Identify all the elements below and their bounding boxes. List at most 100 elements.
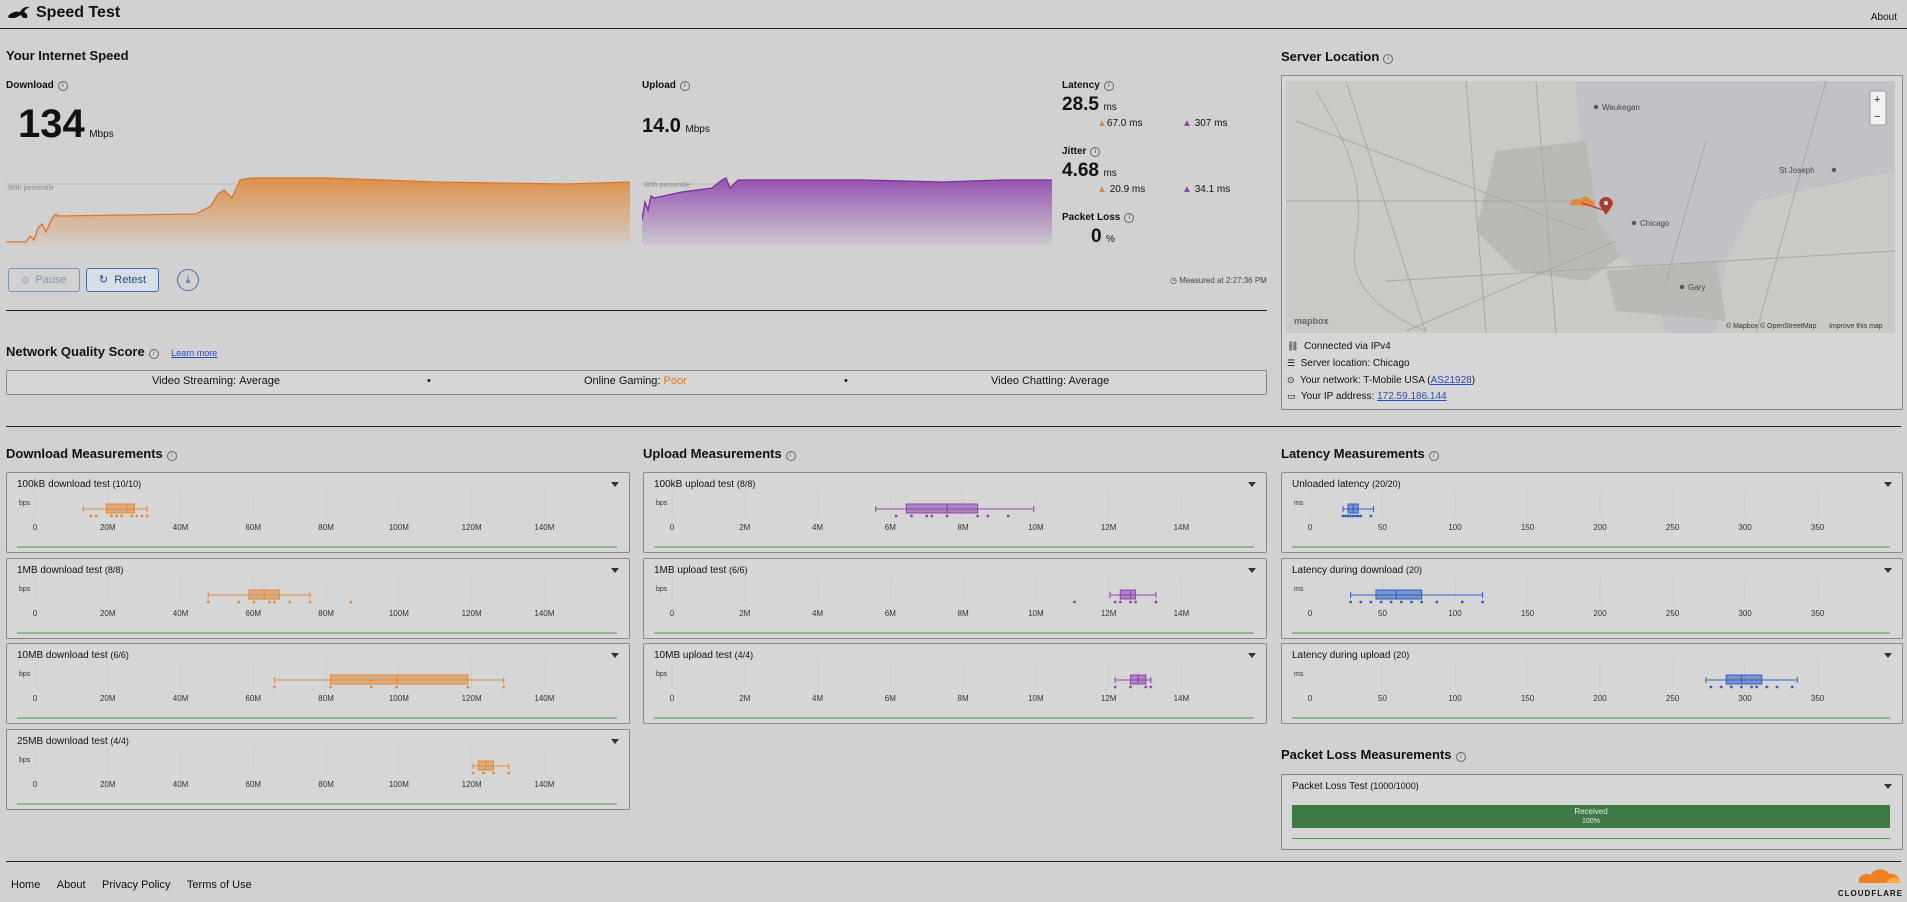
retest-button[interactable]: ↻ Retest: [86, 268, 159, 292]
internet-speed-heading: Your Internet Speed: [6, 48, 129, 63]
tick-label: 40M: [173, 780, 189, 789]
tick-label: 150: [1521, 694, 1535, 703]
expand-chevron-icon[interactable]: [1884, 568, 1892, 573]
sample-point: [349, 600, 353, 604]
tick-label: 0: [33, 694, 38, 703]
zoom-in-button[interactable]: +: [1874, 94, 1880, 106]
upload-arrow-icon: ▲: [1182, 118, 1192, 129]
sample-point: [1113, 685, 1117, 689]
sample-point: [492, 771, 495, 775]
packet-loss-measurements-heading: Packet Loss Measurements i: [1281, 746, 1466, 764]
sample-point: [1129, 600, 1132, 604]
box-plot: bps 0 2M 4M 6M 8M 10M 12M 14M: [654, 662, 1254, 719]
sample-point: [1790, 685, 1794, 689]
expand-chevron-icon[interactable]: [1884, 784, 1892, 789]
app-logo: [6, 5, 32, 21]
server-location-heading: Server Location i: [1281, 48, 1394, 66]
footer-privacy-link[interactable]: Privacy Policy: [102, 879, 171, 891]
sample-point: [273, 685, 276, 689]
tick-label: 10M: [1028, 609, 1044, 618]
sample-point: [273, 600, 276, 604]
tick-label: 0: [670, 609, 675, 618]
sample-point: [471, 771, 475, 775]
measured-time: ◷ Measured at 2:27:36 PM: [1170, 276, 1267, 285]
expand-chevron-icon[interactable]: [611, 568, 619, 573]
sample-point: [910, 514, 913, 518]
tick-label: 80M: [318, 609, 334, 618]
sample-point: [1435, 600, 1439, 604]
sample-point: [1118, 600, 1122, 604]
axis-unit-label: ms: [1294, 671, 1304, 678]
info-icon: i: [1428, 451, 1439, 461]
tick-label: 250: [1666, 523, 1680, 532]
box-plot: ms 0 50 100 150 200 250 300 350: [1292, 491, 1890, 548]
tick-label: 100: [1448, 694, 1462, 703]
tick-label: 50: [1378, 609, 1387, 618]
sample-point: [1073, 600, 1076, 604]
tick-label: 150: [1521, 609, 1535, 618]
asn-link[interactable]: AS21928: [1430, 375, 1472, 386]
zoom-out-button[interactable]: −: [1874, 111, 1880, 123]
improve-map-link[interactable]: Improve this map: [1829, 323, 1883, 330]
axis-unit-label: bps: [656, 586, 668, 593]
location-pin-icon: [1599, 197, 1613, 215]
sample-point: [1755, 685, 1759, 689]
axis-unit-label: bps: [656, 500, 668, 507]
received-percent: 100%: [1582, 818, 1600, 825]
ip-link[interactable]: 172.59.186.144: [1377, 391, 1447, 402]
tick-label: 6M: [885, 609, 896, 618]
box-plot: bps 0 20M 40M 60M 80M 100M 120M 140M: [17, 662, 617, 719]
measurement-title: Latency during download (20): [1292, 565, 1422, 576]
tick-label: 300: [1738, 523, 1752, 532]
sample-point: [1775, 685, 1779, 689]
expand-chevron-icon[interactable]: [1884, 482, 1892, 487]
sample-point: [308, 600, 312, 604]
download-results-button[interactable]: ⤓: [177, 269, 199, 291]
tick-label: 20M: [100, 609, 116, 618]
cloudflare-logo: CLOUDFLARE: [1829, 866, 1903, 898]
expand-chevron-icon[interactable]: [1248, 482, 1256, 487]
sample-point: [1113, 600, 1117, 604]
expand-chevron-icon[interactable]: [1884, 653, 1892, 658]
info-icon: i: [57, 81, 68, 91]
sample-point: [945, 514, 949, 518]
packet-loss-label: Packet Loss i: [1062, 212, 1135, 223]
axis-unit-label: bps: [19, 500, 31, 507]
expand-chevron-icon[interactable]: [611, 653, 619, 658]
box-plot: bps 0 20M 40M 60M 80M 100M 120M 140M: [17, 577, 617, 634]
sample-point: [507, 771, 511, 775]
sample-point: [1356, 514, 1360, 518]
server-map[interactable]: Waukegan St Joseph Chicago Gary + − mapb…: [1286, 81, 1895, 333]
measurement-card-ul-2: 10MB upload test (4/4) bps 0 2M 4M 6M 8M 10M 12…: [643, 643, 1267, 724]
sample-point: [502, 685, 506, 689]
sample-point: [894, 514, 898, 518]
axis-unit-label: bps: [19, 586, 31, 593]
tick-label: 120M: [462, 609, 482, 618]
tick-label: 14M: [1174, 523, 1190, 532]
measurement-title: Latency during upload (20): [1292, 650, 1410, 661]
footer-terms-link[interactable]: Terms of Use: [186, 879, 252, 891]
received-label: Received: [1574, 807, 1608, 816]
sample-point: [1134, 600, 1137, 604]
tick-label: 4M: [812, 609, 823, 618]
footer-home-link[interactable]: Home: [11, 879, 41, 891]
expand-chevron-icon[interactable]: [1248, 653, 1256, 658]
learn-more-link[interactable]: Learn more: [171, 348, 218, 358]
latency-measurements-heading: Latency Measurements i: [1281, 445, 1439, 463]
mapbox-logo: mapbox: [1294, 316, 1329, 326]
footer-about-link[interactable]: About: [56, 879, 86, 891]
sample-point: [1006, 514, 1010, 518]
tick-label: 60M: [246, 523, 262, 532]
tick-label: 100M: [389, 523, 409, 532]
expand-chevron-icon[interactable]: [611, 739, 619, 744]
expand-chevron-icon[interactable]: [611, 482, 619, 487]
sample-point: [925, 514, 929, 518]
box-plot: bps 0 20M 40M 60M 80M 100M 120M 140M: [17, 491, 617, 548]
cloudflare-cloud-icon: [1858, 869, 1901, 883]
about-link[interactable]: About: [1870, 12, 1897, 23]
axis-unit-label: bps: [19, 757, 31, 764]
tick-label: 300: [1738, 609, 1752, 618]
sample-point: [1750, 685, 1754, 689]
pause-button[interactable]: ⊙ Pause: [8, 268, 80, 292]
expand-chevron-icon[interactable]: [1248, 568, 1256, 573]
